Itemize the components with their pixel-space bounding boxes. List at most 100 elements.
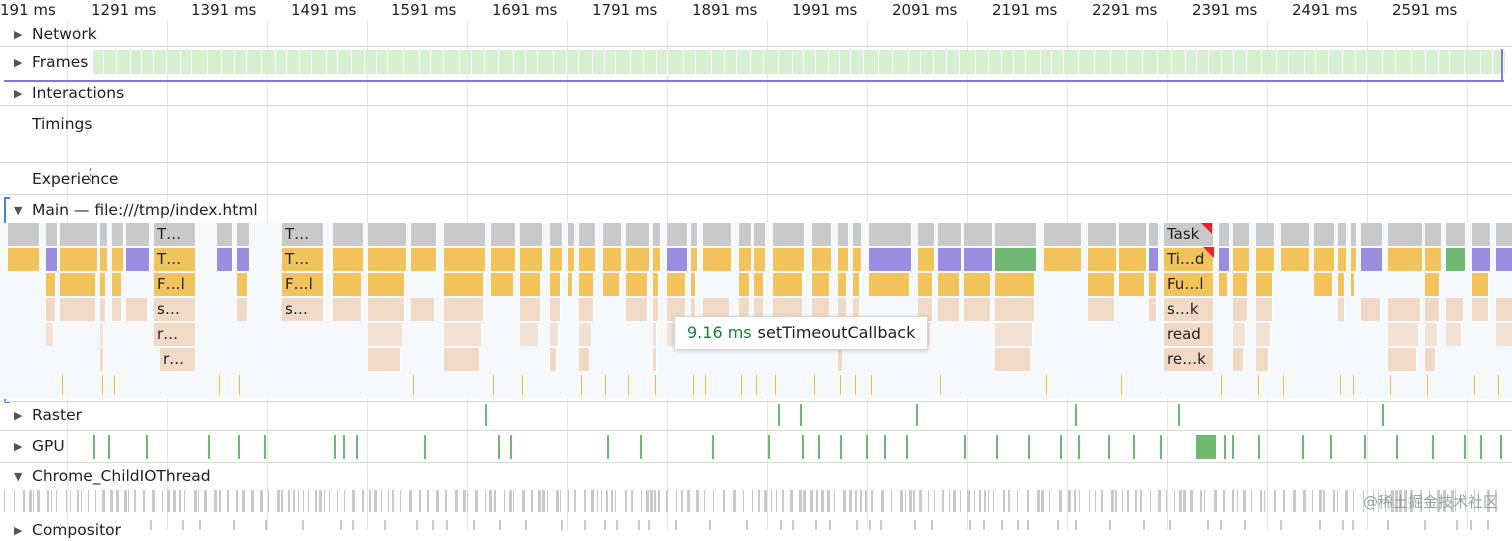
flame-timer-block[interactable]: T… [154, 248, 196, 271]
flame-call-block [1388, 298, 1421, 321]
flame-task-block [1219, 223, 1230, 246]
io-event [1353, 490, 1354, 512]
flame-call-block [46, 323, 54, 346]
compositor-event [1169, 520, 1171, 530]
track-label: Network [32, 25, 97, 43]
io-event [1443, 490, 1446, 512]
flame-timer-block[interactable]: T… [282, 248, 324, 271]
frame-divider [878, 50, 879, 74]
flame-call-block[interactable]: read [1164, 323, 1214, 346]
track-gpu-header[interactable]: ▶ GPU [14, 436, 65, 457]
track-raster-header[interactable]: ▶ Raster [14, 405, 82, 426]
gpu-event [108, 435, 110, 459]
io-event [799, 490, 802, 512]
flame-task-block[interactable]: T… [282, 223, 324, 246]
flame-call-block [691, 298, 696, 321]
io-event [362, 490, 364, 512]
flame-function-block [1472, 273, 1489, 296]
io-event [409, 490, 412, 512]
io-event [374, 490, 377, 512]
frame-divider [763, 50, 764, 74]
io-event [631, 490, 633, 512]
divider [0, 401, 1512, 402]
flame-mark [775, 375, 776, 395]
io-event [23, 490, 25, 512]
compositor-event [352, 520, 354, 530]
flame-call-block [1256, 298, 1273, 321]
gpu-event [1160, 435, 1162, 459]
time-ruler[interactable]: 191 ms 1291 ms 1391 ms 1491 ms 1591 ms 1… [0, 0, 1512, 22]
compositor-event [983, 520, 985, 530]
flame-function-block [1351, 273, 1355, 296]
frame-divider [908, 50, 909, 74]
flame-event-block [333, 248, 364, 271]
flame-call-block[interactable]: s… [154, 298, 196, 321]
track-frames-header[interactable]: ▶ Frames [14, 52, 88, 73]
frame-divider [1425, 50, 1426, 74]
flame-event-block [411, 248, 437, 271]
track-network-header[interactable]: ▶ Network [14, 24, 97, 45]
flame-timer-block[interactable]: Ti…d [1164, 248, 1214, 271]
track-label: Interactions [32, 84, 125, 102]
io-event [116, 490, 119, 512]
io-event [227, 490, 229, 512]
track-experience-header[interactable]: Experience [32, 169, 118, 189]
flame-function-block[interactable]: F…l [154, 273, 196, 296]
io-event [1101, 490, 1103, 512]
flame-mark [522, 375, 523, 395]
flame-function-block[interactable]: Fu…l [1164, 273, 1214, 296]
io-event [95, 490, 96, 512]
frame-divider [471, 50, 472, 74]
flame-task-block [1281, 223, 1310, 246]
flame-call-block[interactable]: re…k [1164, 348, 1214, 371]
frame-divider [1040, 50, 1041, 74]
frame-divider [1126, 50, 1127, 74]
track-main-header[interactable]: ▼ Main — file:///tmp/index.html [14, 200, 258, 221]
flame-call-block[interactable]: s…k [1164, 298, 1214, 321]
io-event [1122, 490, 1123, 512]
flame-call-block [964, 298, 991, 321]
frame-divider [443, 50, 444, 74]
track-label: Timings [32, 115, 93, 133]
frames-strip[interactable] [93, 50, 1505, 74]
io-event [704, 490, 705, 512]
gpu-event [996, 435, 998, 459]
flame-task-block[interactable]: T… [154, 223, 196, 246]
io-event [315, 490, 317, 512]
flame-call-block[interactable]: r… [160, 348, 196, 371]
compositor-event [416, 520, 418, 530]
flame-call-block [368, 323, 403, 346]
ruler-tick: 2291 ms [1092, 1, 1158, 19]
track-timings-header[interactable]: Timings [32, 114, 92, 134]
flame-call-block [237, 298, 248, 321]
flame-function-block [579, 273, 594, 296]
io-event [1200, 490, 1202, 512]
compositor-event [856, 520, 858, 530]
io-event [1283, 490, 1285, 512]
gpu-event [818, 435, 820, 459]
frame-divider [141, 50, 142, 74]
io-event [1420, 490, 1422, 512]
track-childio-header[interactable]: ▼ Chrome_ChildIOThread [14, 466, 211, 487]
io-event [1140, 490, 1142, 512]
flame-call-block[interactable]: s… [282, 298, 324, 321]
flame-task-block [995, 223, 1037, 246]
io-event [277, 490, 280, 512]
flame-mark [493, 375, 494, 395]
io-event [871, 490, 873, 512]
gpu-event [1060, 435, 1062, 459]
flame-mark [1390, 375, 1391, 395]
layout-shift-marker[interactable] [90, 168, 92, 182]
ruler-tick: 2091 ms [892, 1, 958, 19]
track-interactions-header[interactable]: ▶ Interactions [14, 83, 124, 104]
flame-function-block [691, 273, 696, 296]
flame-task-block [1472, 223, 1491, 246]
frame-divider [1051, 50, 1052, 74]
track-compositor-header[interactable]: ▶ Compositor [14, 520, 121, 541]
io-event [1095, 490, 1096, 512]
flame-call-block[interactable]: r… [154, 323, 196, 346]
flame-call-block [1388, 348, 1417, 371]
flame-mark [1427, 375, 1428, 395]
flame-call-block [1425, 323, 1438, 346]
flame-function-block[interactable]: F…l [282, 273, 324, 296]
